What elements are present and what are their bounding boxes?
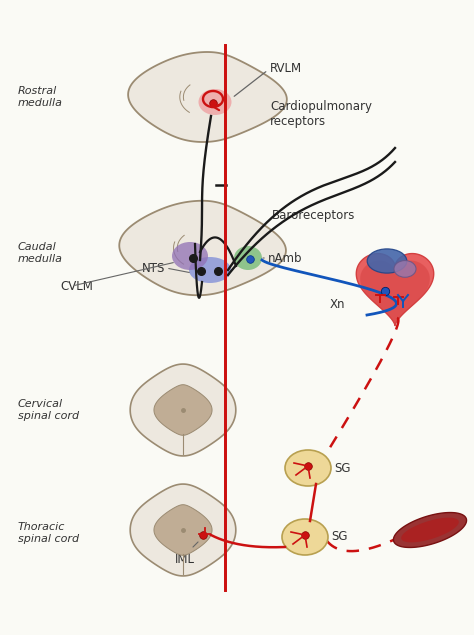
Text: Cervical
spinal cord: Cervical spinal cord (18, 399, 79, 421)
Ellipse shape (285, 450, 331, 486)
Polygon shape (360, 260, 430, 325)
Polygon shape (356, 253, 434, 326)
Text: CVLM: CVLM (60, 279, 93, 293)
Text: Cardiopulmonary
receptors: Cardiopulmonary receptors (270, 100, 372, 128)
Polygon shape (130, 364, 236, 456)
Text: Baroreceptors: Baroreceptors (272, 208, 356, 222)
Text: IML: IML (175, 553, 195, 566)
Text: SG: SG (331, 530, 347, 544)
Text: Caudal
medulla: Caudal medulla (18, 242, 63, 264)
Polygon shape (119, 201, 286, 295)
Polygon shape (154, 385, 212, 436)
Text: NTS: NTS (142, 262, 165, 274)
Polygon shape (130, 484, 236, 576)
Ellipse shape (189, 257, 231, 283)
Ellipse shape (282, 519, 328, 555)
Text: SG: SG (334, 462, 350, 474)
Polygon shape (401, 518, 459, 542)
Text: nAmb: nAmb (268, 251, 302, 265)
Ellipse shape (234, 246, 262, 270)
Ellipse shape (394, 260, 416, 277)
Text: Rostral
medulla: Rostral medulla (18, 86, 63, 108)
Polygon shape (393, 512, 466, 547)
Text: Xn: Xn (330, 298, 346, 312)
Ellipse shape (367, 249, 407, 273)
Text: Thoracic
spinal cord: Thoracic spinal cord (18, 522, 79, 544)
Ellipse shape (199, 89, 231, 115)
Polygon shape (128, 52, 287, 142)
Text: RVLM: RVLM (270, 62, 302, 74)
Polygon shape (154, 505, 212, 555)
Ellipse shape (172, 242, 208, 270)
